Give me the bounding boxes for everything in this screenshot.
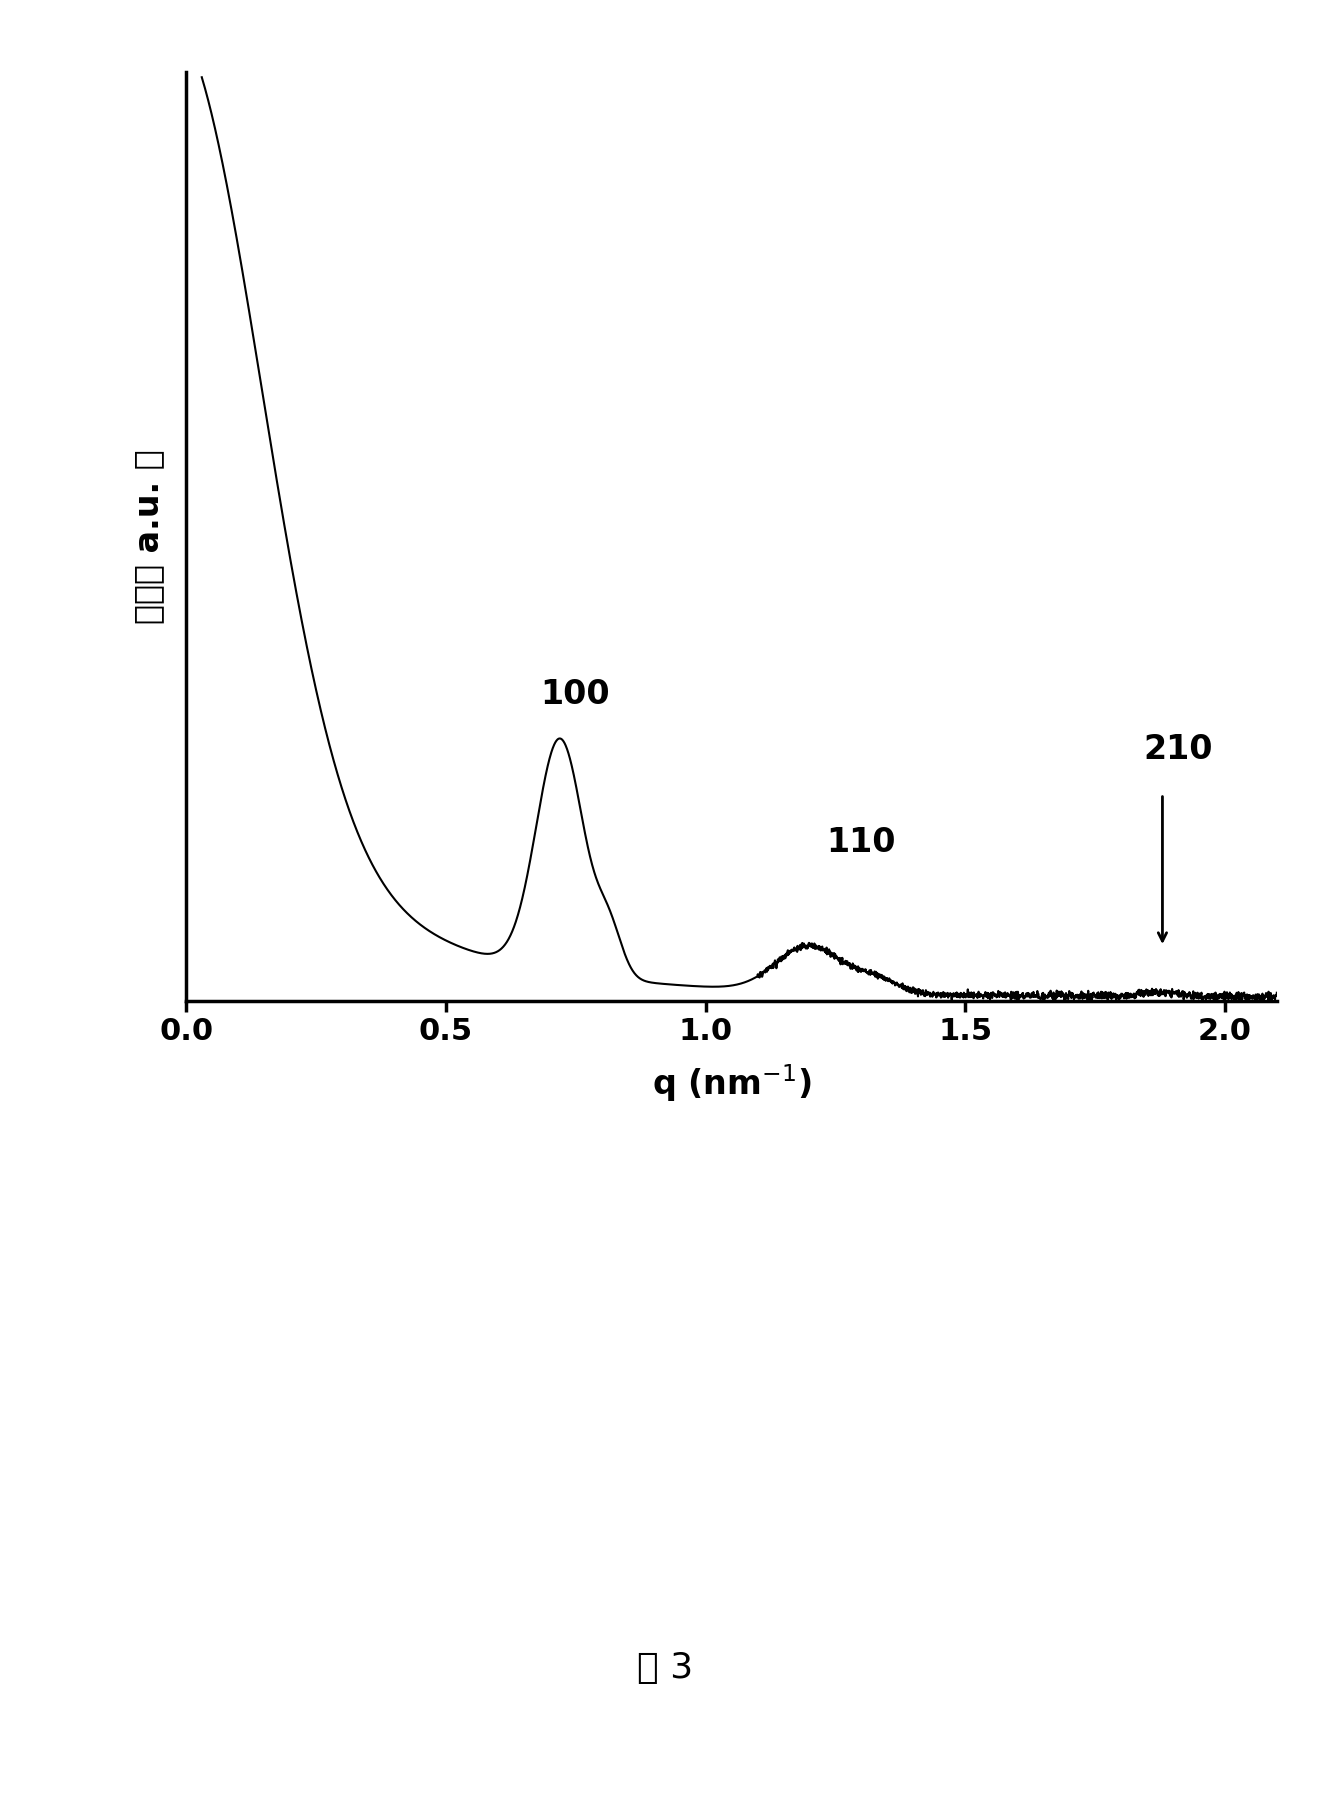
Text: 100: 100 (541, 678, 610, 710)
Text: 110: 110 (826, 826, 895, 860)
Text: 图 3: 图 3 (637, 1652, 693, 1684)
Text: 210: 210 (1144, 732, 1213, 766)
X-axis label: q (nm$^{-1}$): q (nm$^{-1}$) (652, 1062, 811, 1103)
Y-axis label: 强度（ a.u. ）: 强度（ a.u. ） (133, 449, 165, 624)
